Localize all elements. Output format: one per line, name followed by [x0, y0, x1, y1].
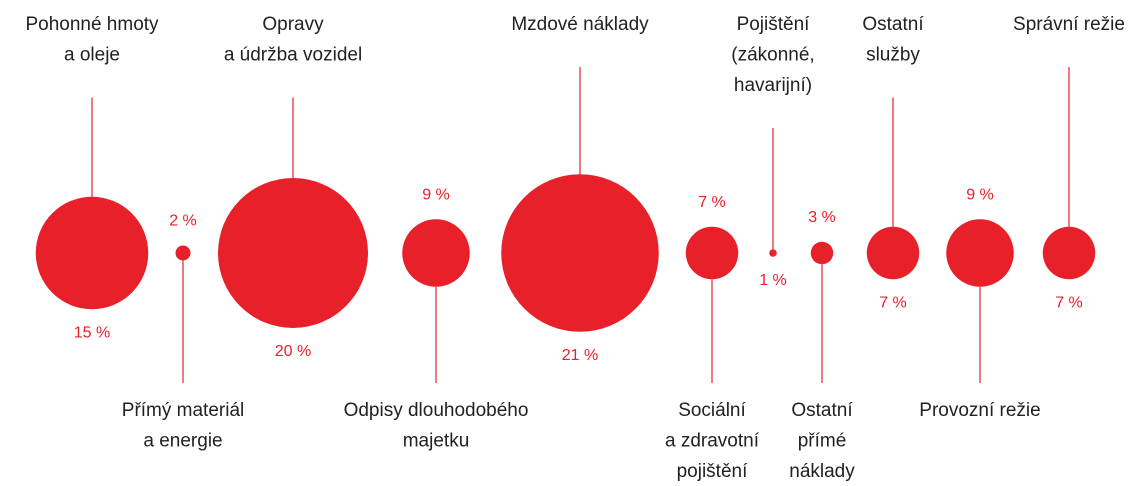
label-line: Sociální: [678, 400, 746, 421]
category-label: Provozní režie: [919, 400, 1040, 421]
value-label: 7 %: [1055, 294, 1083, 311]
category-label: Odpisy dlouhodobého majetku: [344, 400, 529, 452]
label-line: majetku: [403, 431, 470, 452]
bubble: [866, 226, 920, 280]
value-label: 2 %: [169, 213, 197, 230]
label-line: (zákonné,: [731, 45, 814, 66]
label-line: služby: [866, 45, 920, 66]
value-label: 15 %: [74, 324, 110, 341]
category-label: Opravy a údržba vozidel: [224, 14, 362, 66]
category-label: Pojištění (zákonné, havarijní): [731, 14, 814, 96]
category-label: Ostatní přímé náklady: [789, 400, 855, 482]
value-label: 7 %: [879, 294, 907, 311]
bubble: [175, 245, 191, 261]
bubble: [501, 174, 659, 332]
bubble: [810, 241, 834, 265]
bubble: [402, 219, 470, 287]
category-label: Přímý materiál a energie: [122, 400, 244, 452]
bubble: [1042, 226, 1096, 280]
label-line: Přímý materiál: [122, 400, 244, 421]
bubble: [946, 219, 1014, 287]
label-line: náklady: [789, 461, 855, 482]
bubble: [35, 196, 149, 310]
value-label: 21 %: [562, 347, 598, 364]
category-label: Správní režie: [1013, 14, 1125, 35]
label-line: Mzdové náklady: [511, 14, 649, 35]
value-label: 9 %: [966, 186, 994, 203]
label-line: Opravy: [262, 14, 324, 35]
bubble: [769, 249, 777, 257]
label-line: a energie: [143, 431, 222, 452]
label-line: Pojištění: [737, 14, 811, 35]
category-label: Pohonné hmoty a oleje: [25, 14, 159, 66]
category-label: Mzdové náklady: [511, 14, 649, 35]
label-line: Ostatní: [862, 14, 924, 35]
label-line: a údržba vozidel: [224, 45, 362, 66]
label-line: a oleje: [64, 45, 120, 66]
label-line: Správní režie: [1013, 14, 1125, 35]
label-line: Pohonné hmoty: [25, 14, 159, 35]
value-label: 7 %: [698, 194, 726, 211]
label-line: Odpisy dlouhodobého: [344, 400, 529, 421]
label-line: a zdravotní: [665, 431, 760, 452]
value-label: 20 %: [275, 343, 311, 360]
category-label: Sociální a zdravotní pojištění: [665, 400, 760, 482]
label-line: pojištění: [677, 461, 748, 482]
label-line: havarijní): [734, 75, 812, 96]
bubble: [685, 226, 739, 280]
category-label: Ostatní služby: [862, 14, 924, 66]
label-line: Ostatní: [791, 400, 853, 421]
label-line: přímé: [798, 431, 847, 452]
value-label: 9 %: [422, 186, 450, 203]
value-label: 1 %: [759, 272, 787, 289]
value-label: 3 %: [808, 209, 836, 226]
label-line: Provozní režie: [919, 400, 1040, 421]
bubble: [218, 178, 368, 328]
